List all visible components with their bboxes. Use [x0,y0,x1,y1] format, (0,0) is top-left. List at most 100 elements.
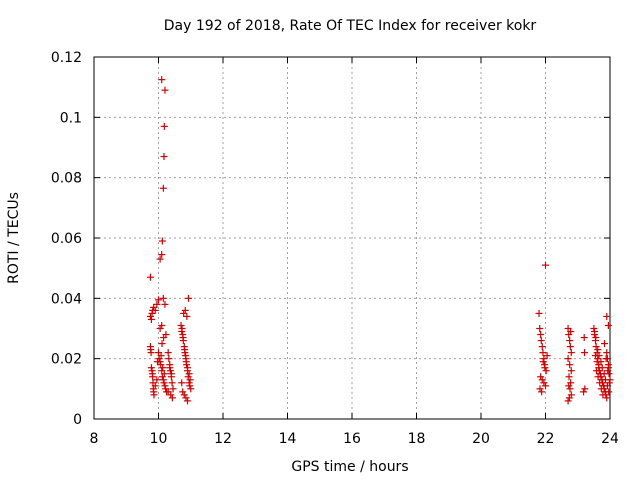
x-tick-label: 16 [343,431,361,447]
data-point [539,349,547,357]
data-point [150,391,158,399]
data-point [182,358,190,366]
data-point [178,379,186,387]
data-point [155,296,162,304]
data-point [542,382,549,390]
data-point [566,337,574,345]
data-point [541,364,549,372]
x-tick-label: 14 [279,431,297,447]
x-tick-label: 24 [601,431,619,447]
data-point [603,349,611,357]
data-point [602,355,610,363]
data-point [538,388,546,396]
data-point [160,370,168,378]
data-point [150,303,158,311]
data-point [158,340,166,348]
data-point [146,273,154,281]
data-point [169,385,177,393]
x-tick-label: 18 [408,431,426,447]
x-tick-label: 22 [537,431,555,447]
y-tick-label: 0.1 [60,110,82,126]
data-point [596,379,604,387]
data-point [160,334,168,342]
data-point [182,352,190,360]
data-point [592,343,600,351]
data-point [594,373,602,381]
data-point [536,385,544,393]
data-point [566,385,574,393]
data-point [167,391,175,399]
data-point [177,321,185,329]
data-point [591,328,599,336]
data-point [603,382,611,390]
data-point [153,300,161,308]
x-tick-label: 12 [214,431,232,447]
data-point [600,370,608,378]
data-point [605,388,613,396]
data-point [161,86,169,94]
data-point [601,376,609,384]
data-point [161,300,169,308]
data-point [180,309,188,317]
data-point [146,312,154,320]
data-point [564,355,572,363]
data-point [538,376,546,384]
data-point [147,315,155,323]
data-point [566,361,574,369]
data-point [580,334,588,342]
y-tick-label: 0.08 [51,171,82,187]
data-point [535,309,543,317]
data-point [158,237,166,245]
data-point [181,306,189,314]
data-point [181,346,189,354]
data-point [160,122,168,130]
data-point [542,261,549,269]
data-point [160,153,168,161]
data-point [187,385,195,393]
data-point [590,325,598,332]
x-tick-label: 20 [472,431,490,447]
data-point [158,251,166,259]
data-point [158,321,166,329]
data-point [543,352,551,360]
data-point [598,364,606,372]
data-point [149,373,157,381]
data-point [178,325,186,332]
y-tick-label: 0.12 [51,50,82,66]
data-point [592,367,600,375]
data-point [604,367,612,375]
data-point [186,382,194,390]
data-point [604,321,612,329]
data-point [160,379,168,387]
data-point [151,382,159,390]
data-point [165,355,173,363]
data-point [595,352,603,360]
data-point [153,376,161,384]
data-point [182,394,190,402]
x-tick-label: 10 [150,431,168,447]
data-point [597,385,605,393]
data-point [159,364,167,372]
data-point [592,334,600,342]
data-point [566,343,574,351]
data-point [158,76,166,84]
data-point [581,349,589,357]
data-point [603,312,611,320]
y-tick-label: 0.04 [51,291,82,307]
data-point [156,255,164,263]
data-point [536,325,544,332]
data-point [183,312,191,320]
data-point [565,394,573,402]
data-point [540,355,548,363]
data-point [179,334,187,342]
y-tick-label: 0.06 [51,231,82,247]
data-point [166,364,174,372]
data-point [537,337,545,345]
data-point [542,367,550,375]
data-point [567,328,575,336]
data-point [168,379,176,387]
data-point [184,397,192,405]
data-point [180,391,188,399]
data-point [538,343,546,351]
data-point [167,370,175,378]
